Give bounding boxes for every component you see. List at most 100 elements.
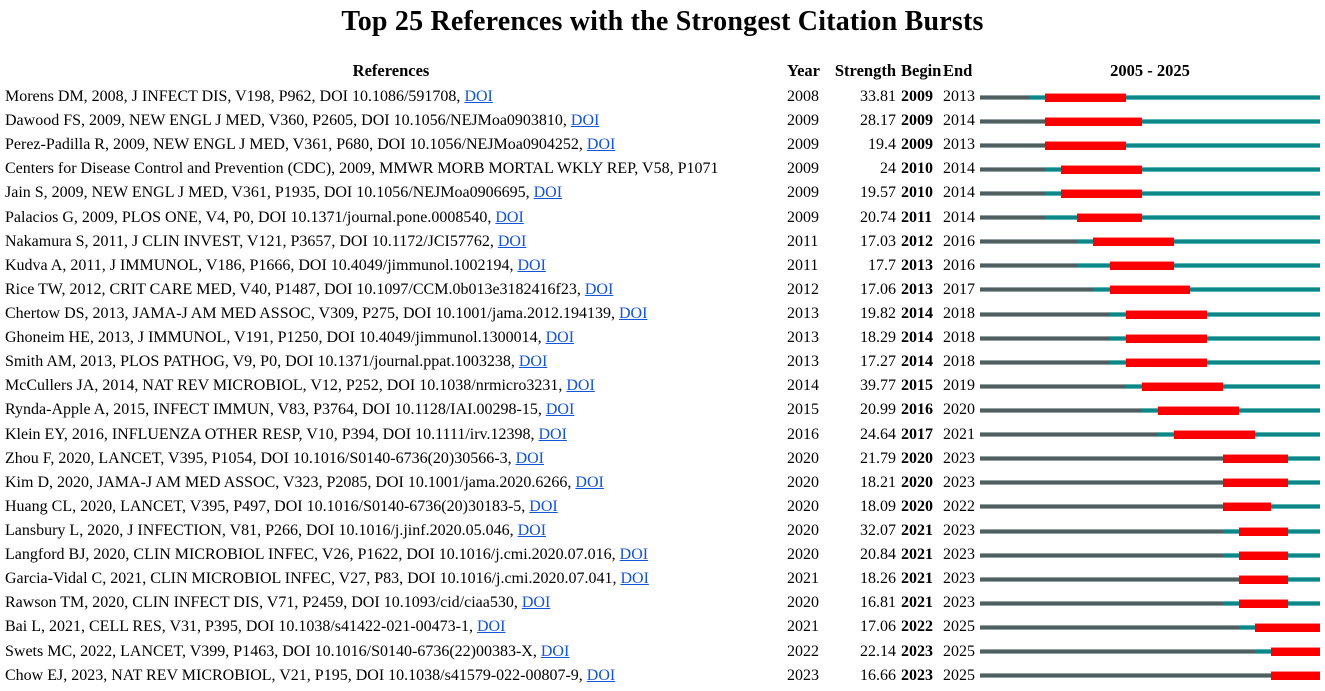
post-burst-segment [1287, 528, 1320, 534]
column-header-strength: Strength [834, 61, 896, 80]
doi-link[interactable]: DOI [464, 88, 493, 105]
doi-link[interactable]: DOI [497, 232, 527, 250]
reference-text: Bai L, 2021, CELL RES, V31, P395, DOI 10… [5, 618, 506, 636]
doi-link[interactable]: DOI [540, 642, 570, 660]
reference-text: Chow EJ, 2023, NAT REV MICROBIOL, V21, P… [5, 666, 616, 684]
burst-segment [1044, 116, 1142, 126]
burst-segment [1060, 164, 1142, 174]
year-value: 2020 [787, 449, 819, 467]
pre-burst-segment [1028, 94, 1045, 100]
table-row: Ghoneim HE, 2013, J IMMUNOL, V191, P1250… [0, 326, 1325, 350]
reference-text: Rawson TM, 2020, CLIN INFECT DIS, V71, P… [5, 594, 551, 612]
doi-link[interactable]: DOI [529, 497, 558, 515]
end-value: 2023 [943, 449, 975, 467]
doi-link[interactable]: DOI [619, 546, 649, 564]
doi-link[interactable]: DOI [584, 280, 614, 298]
table-row: Rawson TM, 2020, CLIN INFECT DIS, V71, P… [0, 591, 1325, 615]
doi-link[interactable]: DOI [517, 256, 546, 274]
doi-link[interactable]: DOI [618, 304, 648, 322]
end-value: 2018 [943, 353, 975, 371]
doi-link[interactable]: DOI [620, 570, 649, 588]
doi-link[interactable]: DOI [517, 521, 547, 539]
burst-timeline [980, 85, 1320, 109]
strength-value: 24 [880, 160, 896, 178]
strength-value: 17.06 [860, 618, 896, 636]
doi-link[interactable]: DOI [515, 449, 544, 467]
begin-value: 2009 [901, 136, 933, 154]
doi-link[interactable]: DOI [545, 329, 575, 347]
burst-timeline [980, 374, 1320, 398]
end-value: 2020 [943, 401, 975, 419]
year-value: 2021 [787, 570, 819, 588]
column-header-end: End [943, 61, 973, 80]
pre-publication-segment [980, 456, 1223, 462]
table-row: Garcia-Vidal C, 2021, CLIN MICROBIOL INF… [0, 567, 1325, 591]
end-value: 2023 [943, 473, 975, 491]
end-value: 2014 [943, 184, 975, 202]
burst-timeline [980, 519, 1320, 543]
pre-publication-segment [980, 94, 1029, 100]
year-value: 2013 [787, 353, 819, 371]
end-value: 2023 [943, 570, 975, 588]
doi-link[interactable]: DOI [521, 594, 551, 612]
burst-segment [1239, 526, 1288, 536]
end-value: 2014 [943, 112, 975, 130]
table-row: Lansbury L, 2020, J INFECTION, V81, P266… [0, 519, 1325, 543]
end-value: 2025 [943, 642, 975, 660]
pre-burst-segment [1141, 407, 1159, 413]
doi-link[interactable]: DOI [533, 184, 563, 202]
doi-link[interactable]: DOI [575, 473, 604, 491]
reference-text: Perez-Padilla R, 2009, NEW ENGL J MED, V… [5, 136, 616, 154]
doi-link[interactable]: DOI [586, 666, 616, 684]
year-value: 2008 [787, 88, 819, 105]
burst-segment [1271, 671, 1320, 681]
pre-publication-segment [980, 311, 1110, 317]
year-value: 2009 [787, 160, 819, 178]
doi-link[interactable]: DOI [538, 425, 567, 443]
burst-segment [1239, 550, 1288, 560]
pre-burst-segment [1222, 528, 1240, 534]
post-burst-segment [1125, 94, 1320, 100]
year-value: 2012 [787, 280, 819, 298]
burst-timeline [980, 471, 1320, 495]
pre-burst-segment [1109, 359, 1126, 365]
reference-text: Klein EY, 2016, INFLUENZA OTHER RESP, V1… [5, 425, 567, 443]
doi-link[interactable]: DOI [545, 401, 575, 419]
doi-link[interactable]: DOI [566, 377, 595, 395]
doi-link[interactable]: DOI [477, 618, 506, 636]
doi-link[interactable]: DOI [586, 136, 616, 154]
reference-text: Palacios G, 2009, PLOS ONE, V4, P0, DOI … [5, 208, 524, 226]
strength-value: 22.14 [860, 642, 896, 660]
table-row: Huang CL, 2020, LANCET, V395, P497, DOI … [0, 495, 1325, 519]
burst-segment [1255, 622, 1320, 632]
doi-link[interactable]: DOI [518, 353, 548, 371]
doi-link[interactable]: DOI [570, 112, 600, 130]
begin-value: 2013 [901, 280, 933, 298]
year-value: 2020 [787, 546, 819, 564]
strength-value: 18.21 [860, 473, 896, 491]
strength-value: 18.09 [860, 497, 896, 515]
doi-link[interactable]: DOI [495, 208, 524, 226]
reference-text: Zhou F, 2020, LANCET, V395, P1054, DOI 1… [5, 449, 544, 467]
burst-segment [1125, 309, 1207, 319]
burst-timeline [980, 206, 1320, 230]
chart-title: Top 25 References with the Strongest Cit… [341, 6, 984, 37]
end-value: 2014 [943, 160, 975, 178]
reference-text: Garcia-Vidal C, 2021, CLIN MICROBIOL INF… [5, 570, 649, 588]
year-value: 2015 [787, 401, 819, 419]
strength-value: 16.66 [860, 666, 896, 684]
pre-publication-segment [980, 600, 1223, 606]
begin-value: 2021 [901, 570, 933, 588]
begin-value: 2009 [901, 112, 933, 130]
table-row: Zhou F, 2020, LANCET, V395, P1054, DOI 1… [0, 447, 1325, 471]
post-burst-segment [1174, 239, 1320, 245]
strength-value: 24.64 [860, 425, 896, 443]
reference-text: Jain S, 2009, NEW ENGL J MED, V361, P193… [5, 184, 563, 202]
reference-text: Kim D, 2020, JAMA-J AM MED ASSOC, V323, … [5, 473, 604, 491]
pre-publication-segment [980, 383, 1126, 389]
end-value: 2013 [943, 136, 975, 154]
strength-value: 17.7 [868, 256, 896, 274]
reference-text: Morens DM, 2008, J INFECT DIS, V198, P96… [5, 88, 493, 105]
pre-burst-segment [1125, 383, 1142, 389]
